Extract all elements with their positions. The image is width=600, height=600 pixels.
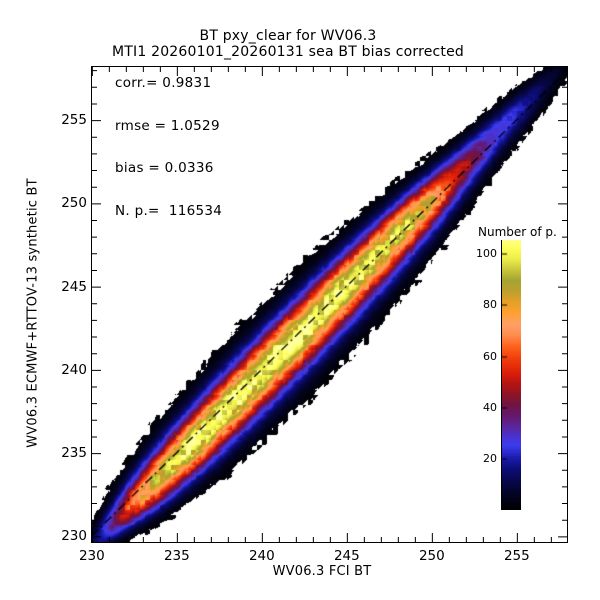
x-axis-label: WV06.3 FCI BT (272, 564, 372, 579)
stat-npoints: N. p.= 116534 (115, 203, 223, 219)
stat-corr: corr.= 0.9831 (115, 75, 212, 91)
colorbar-tick-label: 60 (483, 349, 497, 363)
colorbar-title: Number of p. (478, 225, 557, 239)
stat-rmse: rmse = 1.0529 (115, 118, 220, 134)
chart-title-line2: MTI1 20260101_20260131 sea BT bias corre… (111, 44, 465, 60)
colorbar-tick-label: 100 (476, 247, 497, 261)
colorbar-tick-label: 80 (483, 298, 497, 312)
stat-bias: bias = 0.0336 (115, 160, 214, 176)
y-tick-label: 255 (61, 112, 87, 129)
colorbar-tick-label: 40 (483, 400, 497, 414)
x-tick-label: 235 (163, 548, 190, 564)
chart-title-line1: BT pxy_clear for WV06.3 (199, 28, 377, 44)
x-tick-label: 240 (248, 548, 275, 564)
x-tick-label: 250 (418, 548, 445, 564)
y-tick-label: 245 (61, 278, 87, 295)
x-tick-label: 230 (78, 548, 105, 564)
y-axis-label: WV06.3 ECMWF+RTTOV-13 synthetic BT (25, 178, 41, 448)
x-tick-label: 245 (333, 548, 360, 564)
y-tick-label: 235 (61, 445, 87, 462)
colorbar-tick-label: 20 (483, 451, 497, 465)
colorbar-gradient (501, 240, 521, 510)
y-tick-label: 250 (61, 195, 87, 212)
y-tick-label: 240 (61, 361, 87, 378)
y-tick-label: 230 (61, 528, 87, 545)
x-tick-label: 255 (503, 548, 530, 564)
